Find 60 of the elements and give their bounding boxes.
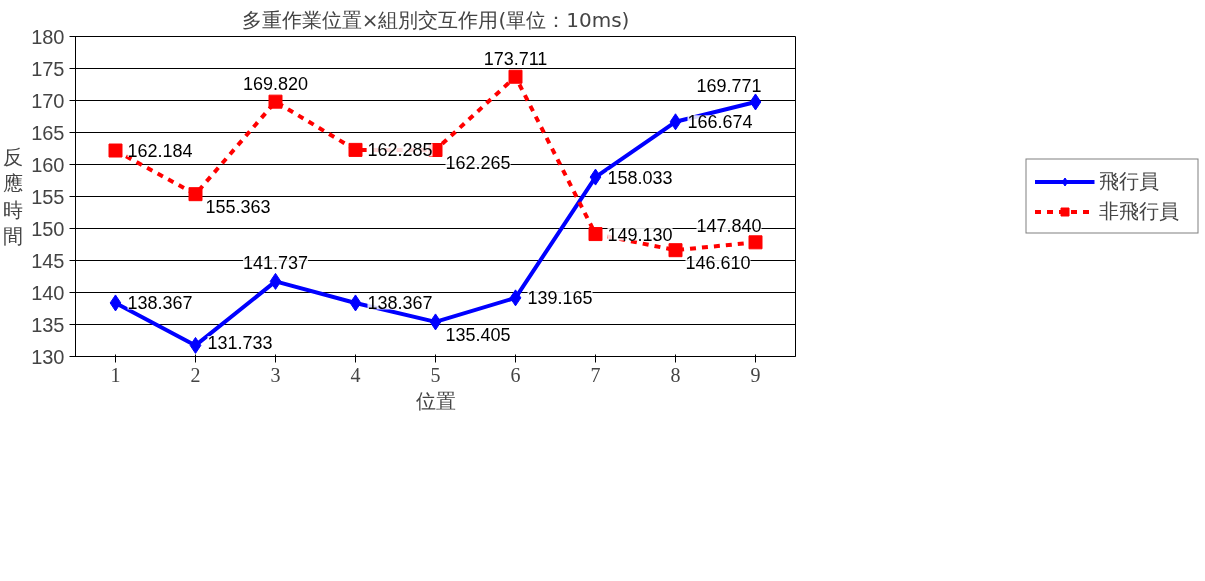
y-tick-label: 155 xyxy=(31,185,65,208)
point xyxy=(589,168,602,186)
y-tick-label: 140 xyxy=(31,281,65,304)
x-tick-label: 3 xyxy=(270,363,281,386)
point xyxy=(429,313,442,331)
y-tick-label: 135 xyxy=(31,313,65,336)
x-tick-label: 6 xyxy=(510,363,521,386)
point xyxy=(669,113,682,131)
point xyxy=(109,294,122,312)
y-tick-label: 180 xyxy=(31,25,65,48)
x-tick-label: 8 xyxy=(670,363,681,386)
point xyxy=(749,93,762,111)
point xyxy=(188,187,203,202)
point xyxy=(348,142,363,157)
point xyxy=(748,235,763,250)
data-label: 162.265 xyxy=(445,153,511,173)
chart-title: 多重作業位置×組別交互作用(單位：10ms) xyxy=(241,7,630,32)
data-label: 169.771 xyxy=(696,75,762,96)
y-tick-label: 170 xyxy=(31,89,65,112)
data-label: 166.674 xyxy=(687,112,753,133)
data-label: 138.367 xyxy=(127,293,193,314)
data-label: 131.733 xyxy=(207,332,273,353)
x-tick-label: 4 xyxy=(350,363,361,386)
data-label: 149.130 xyxy=(607,224,673,245)
y-tick-label: 150 xyxy=(31,217,65,240)
y-tick-label: 160 xyxy=(31,153,65,176)
data-label: 158.033 xyxy=(607,167,673,188)
data-label: 155.363 xyxy=(205,197,271,218)
legend-label: 非飛行員 xyxy=(1099,197,1180,225)
data-label: 147.840 xyxy=(696,216,762,237)
x-tick-label: 9 xyxy=(750,363,761,386)
x-tick-label: 5 xyxy=(430,363,441,386)
legend-label: 飛行員 xyxy=(1099,167,1160,195)
point xyxy=(668,243,683,258)
data-label: 135.405 xyxy=(445,324,511,345)
y-tick-label: 175 xyxy=(31,57,65,80)
y-tick-label: 145 xyxy=(31,249,65,272)
x-tick-label: 2 xyxy=(190,363,201,386)
data-label: 138.367 xyxy=(367,293,433,314)
point xyxy=(509,289,522,307)
data-label: 173.711 xyxy=(483,48,548,69)
data-label: 139.165 xyxy=(527,288,593,309)
point xyxy=(268,94,283,109)
x-tick-label: 7 xyxy=(590,363,601,386)
point xyxy=(508,69,523,84)
data-label: 162.285 xyxy=(367,140,433,161)
data-label: 162.184 xyxy=(127,141,193,162)
y-axis-title: 反應時間 xyxy=(3,145,24,248)
data-label: 146.610 xyxy=(685,253,751,274)
point xyxy=(349,294,362,312)
point xyxy=(588,227,603,242)
point xyxy=(269,272,282,290)
point xyxy=(189,336,202,354)
data-label: 169.820 xyxy=(242,73,309,94)
point xyxy=(108,143,123,158)
y-tick-label: 165 xyxy=(31,121,65,144)
x-axis-title: 位置 xyxy=(415,389,456,412)
y-tick-label: 130 xyxy=(31,345,65,368)
data-label: 141.737 xyxy=(242,253,309,274)
x-tick-label: 1 xyxy=(110,363,121,386)
